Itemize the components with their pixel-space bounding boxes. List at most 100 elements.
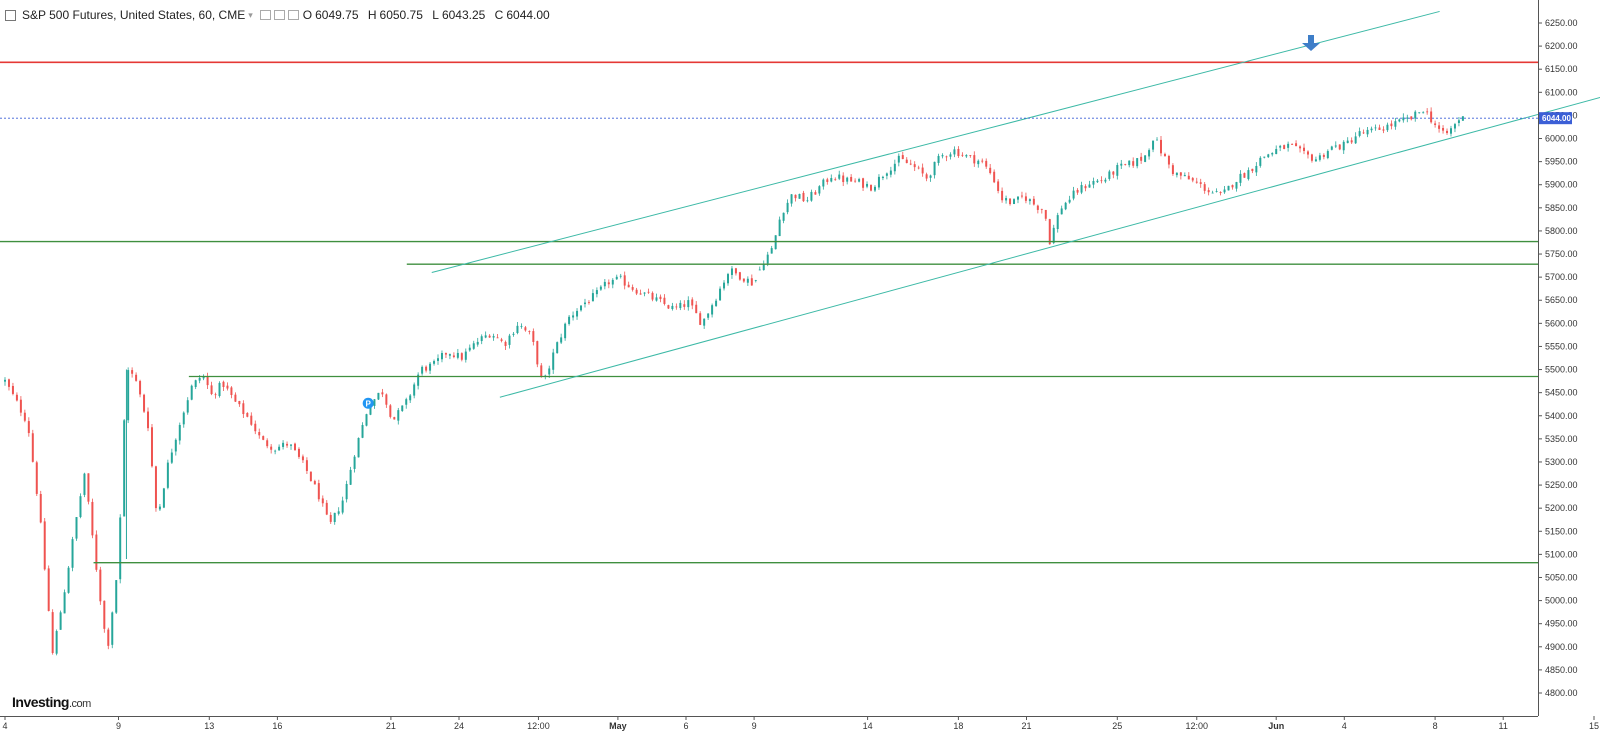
- time-axis[interactable]: 4 9 13 16 21 24 12:00 May 6 9 14 18 21 25 12:00 Jun 4 8 11…: [0, 716, 1600, 731]
- compare-icon[interactable]: [273, 10, 285, 20]
- candle-down: [862, 178, 865, 188]
- candle-down: [95, 534, 98, 570]
- plot-area[interactable]: [4, 107, 1464, 656]
- candle-up: [202, 376, 205, 379]
- price-tick-label: 6150.00: [1545, 64, 1578, 74]
- time-tick-label: 12:00: [527, 721, 550, 731]
- candle-down: [1438, 125, 1441, 129]
- candle-up: [1148, 150, 1151, 157]
- candle-down: [1303, 147, 1306, 151]
- close-icon[interactable]: [287, 10, 299, 20]
- time-tick-label: 18: [953, 721, 963, 731]
- candle-down: [540, 365, 543, 377]
- candle-down: [1430, 111, 1433, 123]
- candle-down: [131, 370, 134, 374]
- time-tick-label: May: [609, 721, 627, 731]
- candle-up: [1414, 111, 1417, 119]
- menu-icon[interactable]: [5, 9, 16, 21]
- candle-up: [63, 592, 66, 614]
- candle-up: [1346, 140, 1349, 144]
- candle-down: [802, 192, 805, 202]
- candle-up: [349, 469, 352, 485]
- settings-icon[interactable]: [259, 10, 271, 20]
- candle-up: [583, 302, 586, 305]
- price-tick-label: 5800.00: [1545, 226, 1578, 236]
- candle-up: [679, 302, 682, 309]
- candle-down: [794, 194, 797, 199]
- candle-up: [1418, 112, 1421, 114]
- candle-down: [1251, 168, 1254, 172]
- candle-down: [242, 403, 245, 415]
- candle-up: [369, 407, 372, 415]
- candle-down: [913, 164, 916, 168]
- candle-up: [1354, 136, 1357, 144]
- candle-down: [444, 353, 447, 355]
- price-axis[interactable]: 4800.00 4850.00 4900.00 4950.00 5000.00 5050.…: [1538, 0, 1578, 716]
- candle-up: [1116, 165, 1119, 176]
- channel-upper-line[interactable]: [431, 10, 1440, 274]
- candle-down: [210, 385, 213, 395]
- candle-down: [989, 167, 992, 174]
- candle-up: [1211, 192, 1214, 194]
- candle-down: [385, 394, 388, 405]
- candle-up: [182, 412, 185, 425]
- candle-down: [1036, 205, 1039, 210]
- candle-up: [762, 263, 765, 270]
- candle-down: [135, 374, 138, 381]
- candle-up: [1386, 124, 1389, 131]
- candle-up: [655, 297, 658, 301]
- candle-up: [1255, 165, 1258, 173]
- candle-down: [981, 160, 984, 162]
- candle-down: [699, 313, 702, 325]
- candle-up: [433, 361, 436, 364]
- candle-up: [127, 370, 130, 421]
- chart-title: S&P 500 Futures, United States, 60, CME: [22, 8, 246, 22]
- candle-up: [282, 442, 285, 447]
- candle-up: [730, 268, 733, 275]
- price-tick-label: 6000.00: [1545, 134, 1578, 144]
- candle-up: [520, 325, 523, 327]
- candle-up: [512, 333, 515, 335]
- candle-up: [1096, 180, 1099, 183]
- candle-down: [262, 436, 265, 440]
- candle-down: [1291, 144, 1294, 145]
- candle-up: [158, 506, 161, 510]
- candle-up: [1136, 158, 1139, 167]
- price-tick-label: 5400.00: [1545, 411, 1578, 421]
- candle-up: [377, 392, 380, 400]
- candle-up: [822, 179, 825, 187]
- candle-up: [186, 400, 189, 413]
- candle-down: [1001, 190, 1004, 201]
- chart-header: S&P 500 Futures, United States, 60, CME …: [5, 7, 556, 23]
- candle-up: [1239, 173, 1242, 183]
- candle-down: [1084, 186, 1087, 189]
- candle-down: [1310, 154, 1313, 161]
- candle-up: [1394, 121, 1397, 127]
- candle-up: [1005, 198, 1008, 201]
- candle-up: [290, 444, 293, 446]
- time-tick-label: 6: [683, 721, 688, 731]
- event-marker-icon[interactable]: [362, 397, 374, 409]
- candle-down: [496, 337, 499, 339]
- candle-up: [429, 363, 432, 371]
- ohlc-close: C 6044.00: [494, 8, 550, 22]
- time-tick-label: 4: [1342, 721, 1347, 731]
- price-tick-label: 5200.00: [1545, 503, 1578, 513]
- candle-up: [361, 425, 364, 438]
- candle-up: [440, 353, 443, 360]
- channel-lower-line[interactable]: [499, 48, 1600, 398]
- price-tick-label: 5500.00: [1545, 365, 1578, 375]
- candle-down: [313, 481, 316, 485]
- candle-down: [925, 174, 928, 179]
- candle-down: [734, 268, 737, 274]
- chevron-down-icon[interactable]: ▾: [248, 9, 253, 20]
- time-tick-label: 14: [863, 721, 873, 731]
- candle-down: [504, 341, 507, 346]
- candle-down: [834, 179, 837, 181]
- candle-up: [965, 155, 968, 157]
- price-tick-label: 5350.00: [1545, 434, 1578, 444]
- candle-down: [147, 411, 150, 429]
- candle-down: [1191, 178, 1194, 181]
- candle-down: [905, 159, 908, 164]
